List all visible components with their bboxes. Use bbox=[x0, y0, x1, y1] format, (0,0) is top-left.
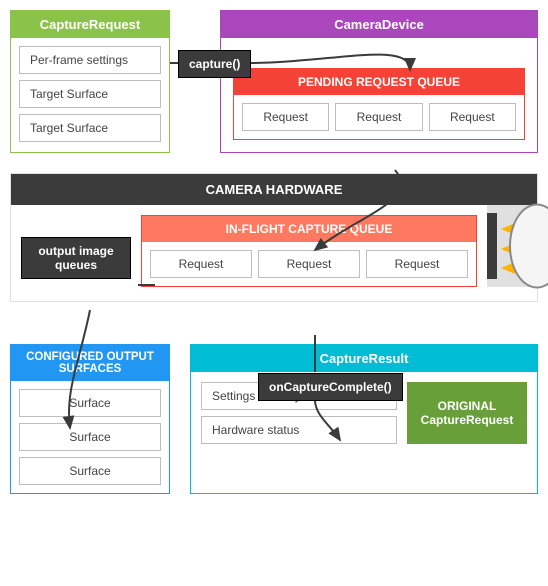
output-surface-item: Surface bbox=[19, 389, 161, 417]
pending-queue-item: Request bbox=[429, 103, 516, 131]
output-queues-label: output image queues bbox=[21, 237, 131, 279]
pending-queue-box: PENDING REQUEST QUEUE Request Request Re… bbox=[233, 68, 525, 140]
capture-request-box: CaptureRequest Per-frame settings Target… bbox=[10, 10, 170, 153]
original-request-line2: CaptureRequest bbox=[415, 413, 519, 427]
bottom-row: CONFIGURED OUTPUT SURFACES Surface Surfa… bbox=[10, 344, 538, 494]
output-surface-item: Surface bbox=[19, 423, 161, 451]
capture-request-item: Per-frame settings bbox=[19, 46, 161, 74]
capture-result-header: CaptureResult bbox=[191, 345, 537, 372]
inflight-queue-item: Request bbox=[150, 250, 252, 278]
capture-label: capture() bbox=[178, 50, 251, 78]
lens-area bbox=[487, 205, 537, 287]
pending-queue-header: PENDING REQUEST QUEUE bbox=[234, 69, 524, 95]
original-request-line1: ORIGINAL bbox=[415, 399, 519, 413]
camera-hardware-box: CAMERA HARDWARE output image queues IN-F… bbox=[10, 173, 538, 302]
inflight-queue-box: IN-FLIGHT CAPTURE QUEUE Request Request … bbox=[141, 215, 477, 287]
output-surfaces-box: CONFIGURED OUTPUT SURFACES Surface Surfa… bbox=[10, 344, 170, 494]
capture-request-item: Target Surface bbox=[19, 114, 161, 142]
pending-queue-item: Request bbox=[335, 103, 422, 131]
capture-result-box: CaptureResult Settings used by hardware … bbox=[190, 344, 538, 494]
capture-result-item: Hardware status bbox=[201, 416, 397, 444]
camera-device-header: CameraDevice bbox=[221, 11, 537, 38]
lens-icon bbox=[509, 204, 548, 289]
on-capture-complete-label: onCaptureComplete() bbox=[258, 373, 403, 401]
inflight-queue-header: IN-FLIGHT CAPTURE QUEUE bbox=[142, 216, 476, 242]
inflight-queue-item: Request bbox=[258, 250, 360, 278]
original-request-box: ORIGINAL CaptureRequest bbox=[407, 382, 527, 444]
output-surface-item: Surface bbox=[19, 457, 161, 485]
capture-request-content: Per-frame settings Target Surface Target… bbox=[11, 38, 169, 150]
camera-device-box: CameraDevice PENDING REQUEST QUEUE Reque… bbox=[220, 10, 538, 153]
pending-queue-item: Request bbox=[242, 103, 329, 131]
output-queues-text: output image queues bbox=[38, 244, 113, 272]
capture-request-header: CaptureRequest bbox=[11, 11, 169, 38]
sensor-bar bbox=[487, 213, 497, 279]
inflight-queue-item: Request bbox=[366, 250, 468, 278]
camera-hardware-header: CAMERA HARDWARE bbox=[11, 174, 537, 205]
output-surfaces-header: CONFIGURED OUTPUT SURFACES bbox=[11, 345, 169, 381]
capture-request-item: Target Surface bbox=[19, 80, 161, 108]
top-row: CaptureRequest Per-frame settings Target… bbox=[10, 10, 538, 153]
